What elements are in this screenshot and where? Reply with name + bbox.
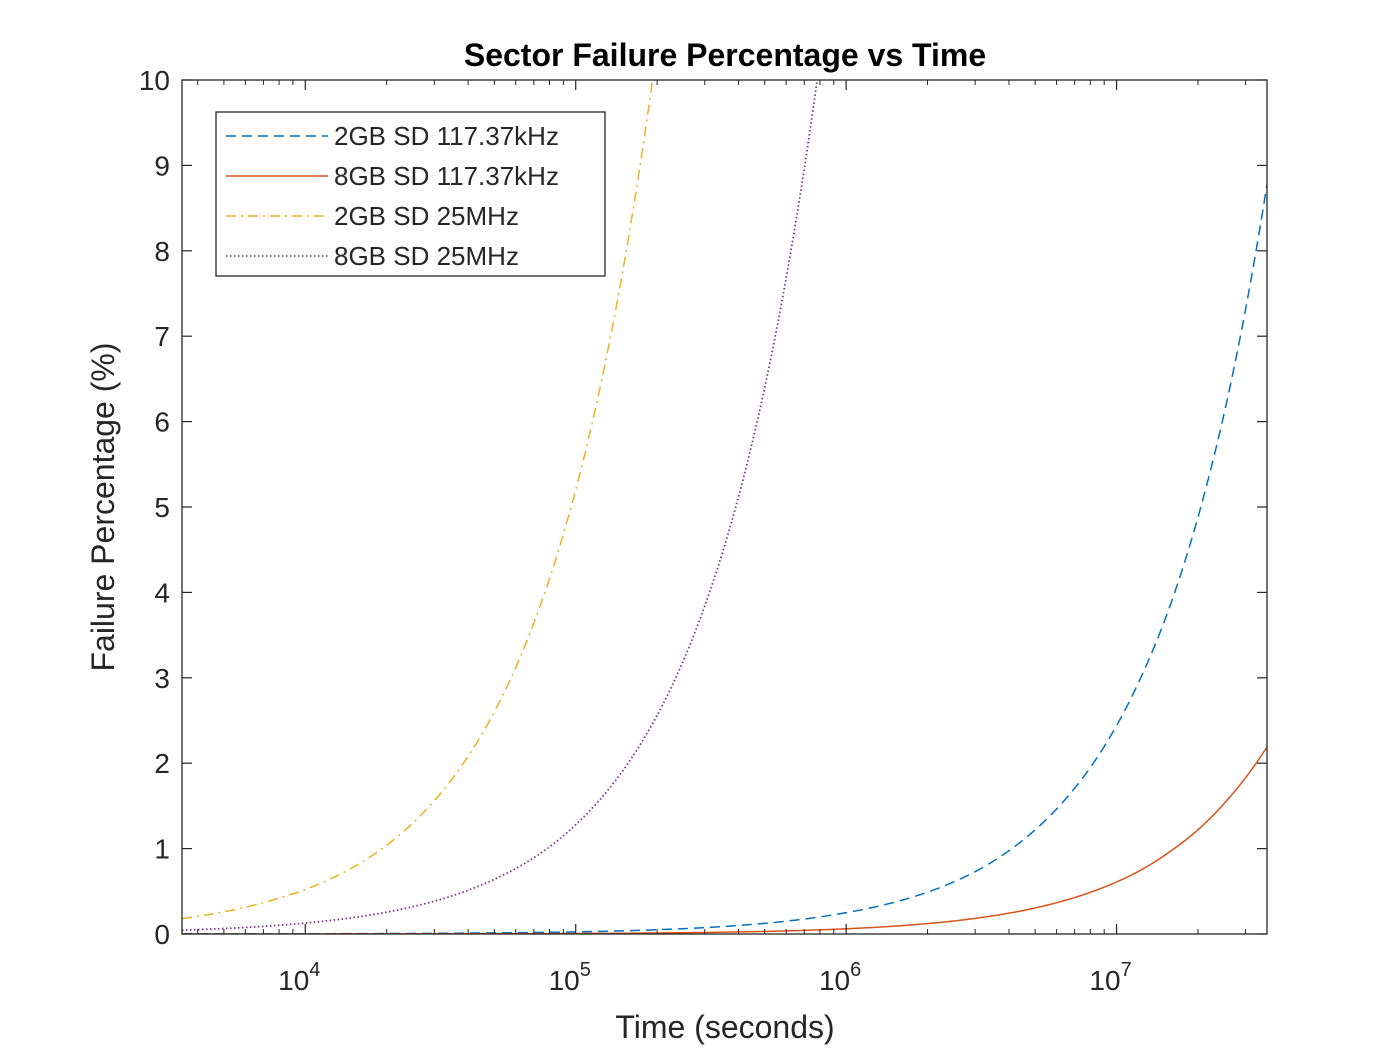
y-tick-label: 0 (154, 919, 170, 950)
x-tick-label: 107 (1089, 959, 1131, 996)
legend-label-1: 2GB SD 117.37kHz (334, 121, 559, 151)
series-line-3 (182, 80, 654, 920)
chart-title: Sector Failure Percentage vs Time (464, 37, 986, 73)
y-tick-label: 4 (154, 577, 170, 608)
x-axis-label: Time (seconds) (615, 1009, 834, 1045)
y-axis-label: Failure Percentage (%) (85, 342, 121, 671)
x-tick-label: 104 (278, 959, 320, 996)
series-line-4 (182, 80, 819, 932)
x-tick-label: 105 (549, 959, 591, 996)
x-tick-label: 106 (819, 959, 861, 996)
legend-label-2: 8GB SD 117.37kHz (334, 161, 559, 191)
y-tick-label: 6 (154, 407, 170, 438)
legend-label-3: 2GB SD 25MHz (334, 201, 519, 231)
axes-layer: 0 1 2 3 4 5 6 7 8 9 10 104 105 106 107 (139, 65, 1268, 996)
y-tick-label: 10 (139, 65, 170, 96)
y-tick-label: 3 (154, 663, 170, 694)
y-tick-label: 9 (154, 150, 170, 181)
y-tick-label: 5 (154, 492, 170, 523)
series-line-1 (182, 184, 1267, 934)
y-tick-label: 1 (154, 834, 170, 865)
legend-box (215, 111, 606, 277)
legend-label-4: 8GB SD 25MHz (334, 241, 519, 271)
y-tick-label: 2 (154, 748, 170, 779)
y-tick-label: 7 (154, 321, 170, 352)
y-tick-label: 8 (154, 236, 170, 267)
legend: 2GB SD 117.37kHz 8GB SD 117.37kHz 2GB SD 2… (215, 111, 606, 277)
